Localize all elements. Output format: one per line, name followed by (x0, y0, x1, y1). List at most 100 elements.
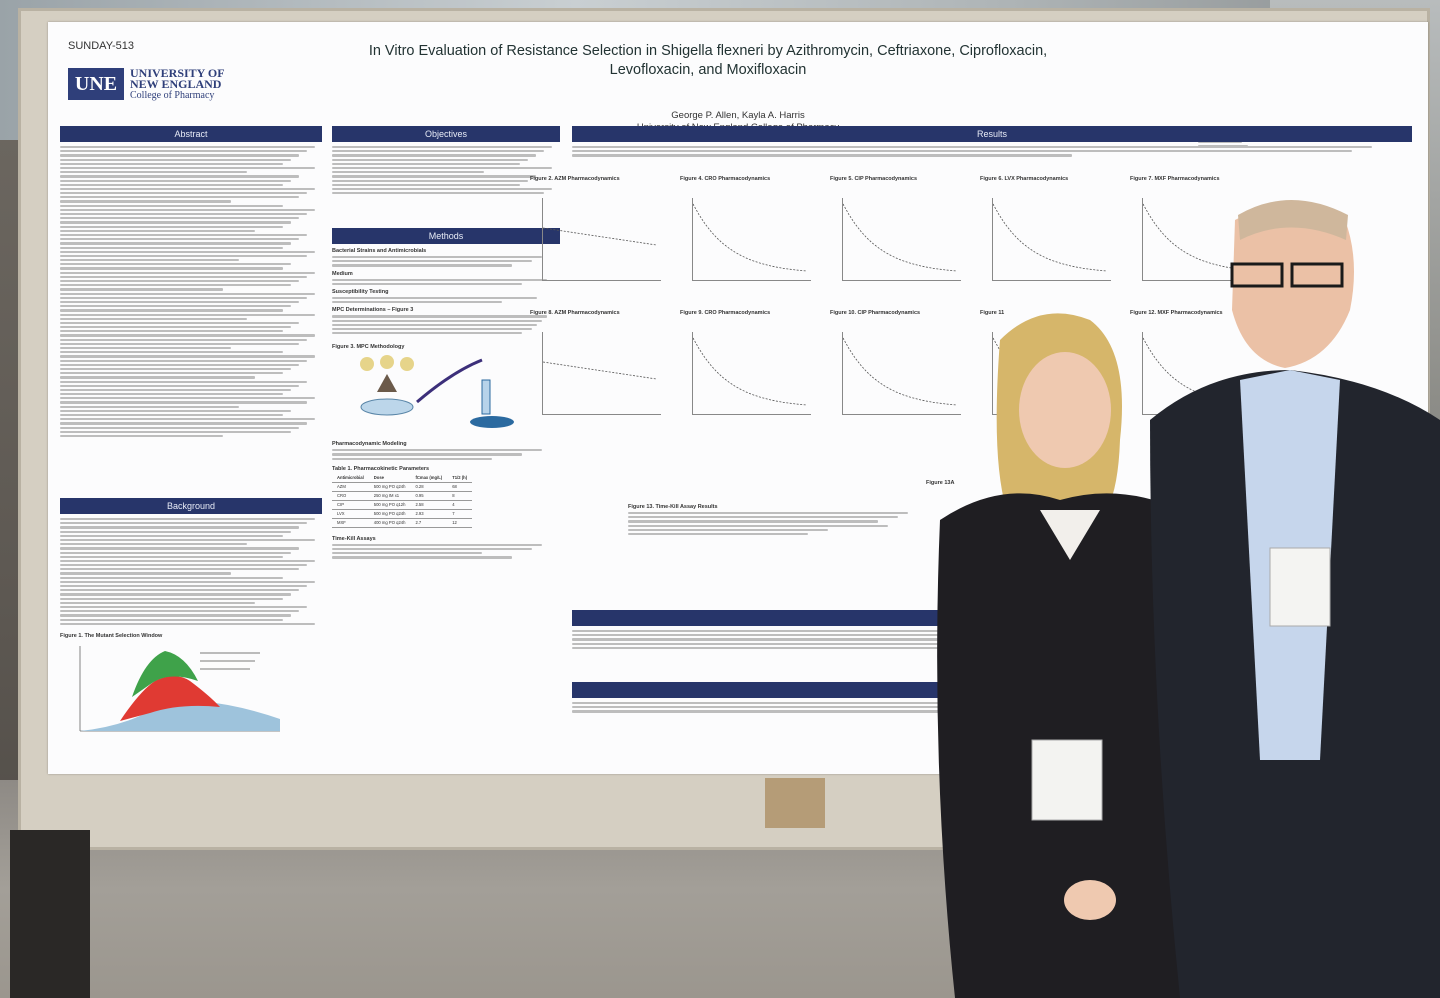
text-line (60, 355, 315, 358)
text-line (60, 242, 291, 245)
text-line (60, 555, 283, 558)
text-line (60, 380, 307, 383)
table-header: T1/2 (h) (447, 473, 473, 483)
text-line (60, 351, 283, 354)
pd-figure-fig6: Figure 6. LVX Pharmacodynamics (980, 176, 1116, 296)
msw-red-region (120, 675, 220, 721)
logo-line3: College of Pharmacy (130, 90, 215, 101)
text-line (60, 434, 223, 438)
text-line (332, 171, 484, 174)
text-line (60, 229, 255, 232)
text-line (60, 589, 299, 592)
university-logo: UNE UNIVERSITY OF NEW ENGLAND College of… (68, 67, 228, 108)
table-row: LVX 500 mg PO q24h 2.93 7 (332, 509, 473, 519)
text-line (60, 401, 307, 404)
text-line (60, 330, 283, 333)
table-header: Dose (368, 473, 411, 483)
table-cell: 500 mg PO q24h (368, 482, 411, 492)
pd-figure-title: Figure 9. CRO Pharmacodynamics (680, 310, 771, 316)
pd-plot-area (692, 198, 811, 281)
text-line (60, 547, 299, 550)
text-line (60, 192, 307, 195)
table-cell: 4 (447, 500, 473, 510)
text-line (332, 146, 552, 149)
text-line (60, 564, 307, 567)
text-line (332, 183, 520, 186)
text-line (60, 559, 315, 563)
pd-plot-area (542, 332, 661, 415)
text-line (60, 300, 299, 304)
fig1-title: Figure 1. The Mutant Selection Window (60, 632, 163, 639)
text-line (60, 422, 307, 425)
subhead-bacterial: Bacterial Strains and Antimicrobials (332, 248, 427, 254)
text-line (60, 405, 239, 408)
pd-figure-title: Figure 4. CRO Pharmacodynamics (680, 176, 771, 182)
text-line (60, 221, 291, 224)
text-line (332, 175, 536, 178)
table-cell: 500 mg PO q24h (368, 509, 411, 519)
text-line (60, 200, 231, 203)
text-line (60, 614, 291, 617)
text-line (60, 238, 299, 241)
text-line (60, 166, 315, 170)
woman-badge (1031, 739, 1103, 821)
pd-curve (542, 361, 658, 380)
pd-figure-title: Figure 6. LVX Pharmacodynamics (980, 176, 1069, 182)
text-line (60, 162, 283, 165)
pharmacokinetic-table: Antimicrobial Dose fCmax (mg/L) T1/2 (h) AZ… (332, 473, 473, 528)
subhead-pd-model: Pharmacodynamic Modeling (332, 441, 407, 448)
authors: George P. Allen, Kayla A. Harris (671, 110, 805, 121)
text-line (60, 263, 291, 266)
pd-figure-title: Figure 12. MXF Pharmacodynamics (1130, 310, 1223, 316)
text-line (60, 321, 299, 325)
text-line (60, 363, 299, 366)
pd-plot-area (842, 332, 961, 415)
table-cell: AZM (332, 482, 369, 492)
table-cell: 0.28 (410, 482, 448, 492)
logo-acronym: UNE (68, 68, 124, 100)
text-line (60, 580, 315, 583)
text-line (60, 409, 291, 412)
table1-title: Table 1. Pharmacokinetic Parameters (332, 465, 430, 472)
text-line (60, 568, 299, 571)
text-line (60, 388, 291, 392)
pd-curve (692, 203, 808, 272)
text-line (60, 551, 291, 554)
table-cell: MXF (332, 518, 369, 528)
table-cell: 500 mg PO q12h (368, 500, 411, 510)
table-header: fCmax (mg/L) (410, 473, 448, 483)
table-row: CIP 500 mg PO q12h 2.58 4 (332, 500, 473, 510)
logo-text: UNIVERSITY OF NEW ENGLAND College of Pha… (130, 66, 240, 101)
pd-figure-title: Figure 7. MXF Pharmacodynamics (1130, 176, 1220, 182)
text-line (60, 271, 315, 274)
pd-curve (842, 337, 958, 406)
text-line (60, 359, 307, 362)
text-line (60, 393, 283, 396)
text-line (60, 414, 283, 417)
pd-plot-area (542, 198, 661, 281)
text-line (60, 259, 239, 262)
logo-line1: UNIVERSITY OF (130, 66, 225, 80)
text-line (60, 384, 299, 387)
text-line (60, 150, 307, 153)
pd-plot-area (692, 332, 811, 415)
text-line (60, 154, 299, 157)
text-line (60, 593, 291, 596)
text-line (60, 146, 315, 149)
subhead-susceptibility: Susceptibility Testing (332, 288, 389, 295)
background-header: Background (60, 498, 322, 514)
pd-figure-title: Figure 8. AZM Pharmacodynamics (530, 310, 620, 316)
text-line (60, 622, 315, 625)
logo-line2: NEW ENGLAND (130, 77, 222, 91)
man-badge (1269, 547, 1331, 627)
text-line (60, 347, 231, 350)
text-line (60, 543, 247, 546)
pd-plot-area (842, 198, 961, 281)
text-line (60, 426, 299, 429)
objectives-header: Objectives (332, 126, 560, 142)
table-cell: 400 mg PO q24h (368, 518, 411, 528)
table-cell: 2.7 (410, 518, 448, 528)
text-line (60, 534, 283, 537)
table-row: CRO 250 mg IM x1 0.95 8 (332, 491, 473, 501)
man-presenter (1150, 200, 1440, 998)
